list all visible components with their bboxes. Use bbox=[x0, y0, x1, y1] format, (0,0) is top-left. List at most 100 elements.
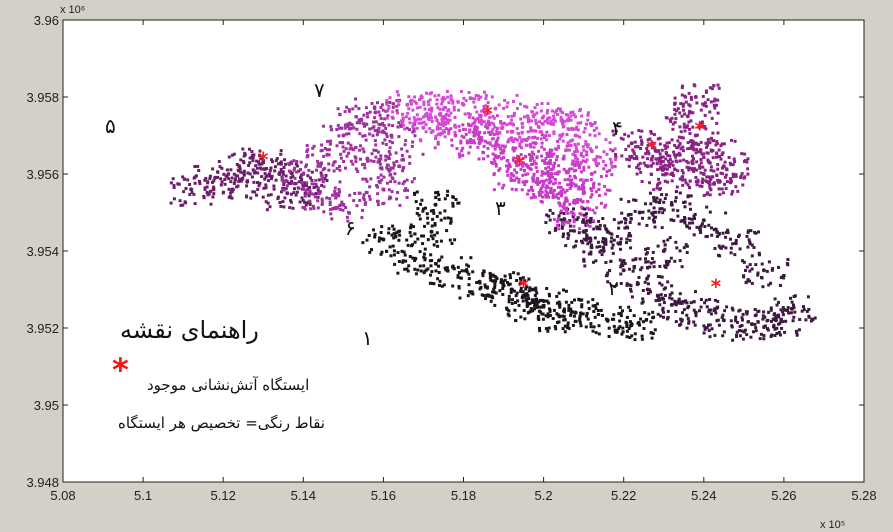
region-point bbox=[593, 315, 597, 319]
region-point bbox=[489, 299, 493, 303]
region-point bbox=[525, 144, 529, 148]
region-point bbox=[520, 146, 524, 150]
region-point bbox=[692, 170, 696, 173]
region-point bbox=[320, 184, 324, 187]
region-point bbox=[640, 142, 644, 146]
region-point bbox=[743, 328, 747, 332]
region-point bbox=[653, 328, 657, 332]
region-point bbox=[668, 118, 672, 122]
region-point bbox=[385, 101, 389, 105]
region-point bbox=[208, 174, 212, 178]
region-point bbox=[532, 195, 536, 199]
region-point bbox=[434, 134, 438, 138]
region-point bbox=[559, 118, 563, 122]
region-point bbox=[773, 327, 777, 331]
region-point bbox=[294, 162, 298, 166]
region-point bbox=[251, 159, 255, 163]
region-point bbox=[570, 178, 574, 182]
region-point bbox=[807, 315, 811, 319]
region-point bbox=[674, 240, 678, 244]
region-point bbox=[651, 146, 655, 149]
region-point bbox=[457, 152, 461, 156]
region-point bbox=[413, 240, 417, 244]
region-point bbox=[632, 314, 636, 318]
region-point bbox=[188, 183, 192, 186]
region-point bbox=[674, 190, 678, 194]
region-point bbox=[314, 178, 318, 182]
region-point bbox=[566, 177, 570, 181]
region-point bbox=[179, 203, 183, 207]
region-point bbox=[531, 287, 535, 291]
region-point bbox=[681, 183, 685, 187]
region-point bbox=[701, 95, 705, 98]
region-point bbox=[694, 151, 698, 155]
region-point bbox=[499, 280, 503, 284]
region-point bbox=[460, 134, 464, 138]
region-point bbox=[344, 123, 347, 127]
region-point bbox=[790, 300, 794, 304]
region-point bbox=[604, 261, 608, 264]
region-point bbox=[594, 190, 598, 194]
region-point bbox=[516, 159, 520, 163]
region-point bbox=[636, 163, 640, 167]
region-point bbox=[516, 157, 520, 161]
region-point bbox=[586, 223, 589, 227]
region-point bbox=[477, 97, 481, 101]
region-point bbox=[462, 128, 466, 131]
region-point bbox=[595, 225, 599, 229]
region-point bbox=[514, 301, 517, 304]
region-point bbox=[687, 166, 691, 170]
region-point bbox=[467, 272, 471, 276]
region-point bbox=[499, 278, 503, 282]
region-point bbox=[760, 275, 763, 279]
region-point bbox=[678, 159, 682, 163]
region-point bbox=[365, 156, 370, 161]
region-point bbox=[729, 179, 733, 183]
region-point bbox=[394, 235, 397, 239]
region-point bbox=[492, 172, 496, 176]
region-point bbox=[424, 123, 428, 127]
region-point bbox=[365, 191, 369, 195]
region-point bbox=[264, 183, 268, 187]
region-point bbox=[623, 226, 627, 230]
region-point bbox=[601, 245, 605, 249]
region-point bbox=[625, 157, 629, 161]
region-point bbox=[674, 117, 678, 120]
region-point bbox=[663, 144, 667, 148]
region-point bbox=[562, 309, 566, 313]
region-point bbox=[719, 171, 723, 175]
region-point bbox=[762, 325, 766, 329]
region-point bbox=[491, 290, 495, 294]
region-point bbox=[172, 184, 176, 188]
region-point bbox=[368, 250, 372, 254]
region-point bbox=[564, 300, 568, 304]
region-point bbox=[396, 125, 400, 129]
region-point bbox=[731, 175, 735, 179]
region-point bbox=[524, 173, 528, 177]
region-point bbox=[225, 175, 229, 179]
region-point bbox=[658, 181, 662, 185]
region-point bbox=[612, 313, 616, 317]
region-point bbox=[509, 176, 513, 180]
region-point bbox=[440, 102, 444, 106]
region-point bbox=[797, 328, 801, 332]
region-point bbox=[562, 314, 566, 318]
region-point bbox=[678, 177, 682, 181]
region-point bbox=[502, 106, 506, 110]
region-point bbox=[391, 141, 394, 145]
region-point bbox=[389, 166, 393, 170]
region-point bbox=[498, 131, 502, 135]
region-point bbox=[557, 314, 562, 319]
region-point bbox=[255, 166, 259, 170]
region-point bbox=[488, 116, 492, 119]
region-point bbox=[693, 133, 698, 138]
region-point bbox=[630, 334, 634, 338]
region-point bbox=[562, 203, 566, 207]
region-point bbox=[699, 231, 703, 234]
region-point bbox=[545, 111, 549, 115]
region-point bbox=[785, 262, 789, 265]
region-point bbox=[388, 195, 392, 199]
region-point bbox=[551, 317, 555, 320]
region-point bbox=[281, 172, 285, 176]
region-point bbox=[353, 192, 357, 195]
